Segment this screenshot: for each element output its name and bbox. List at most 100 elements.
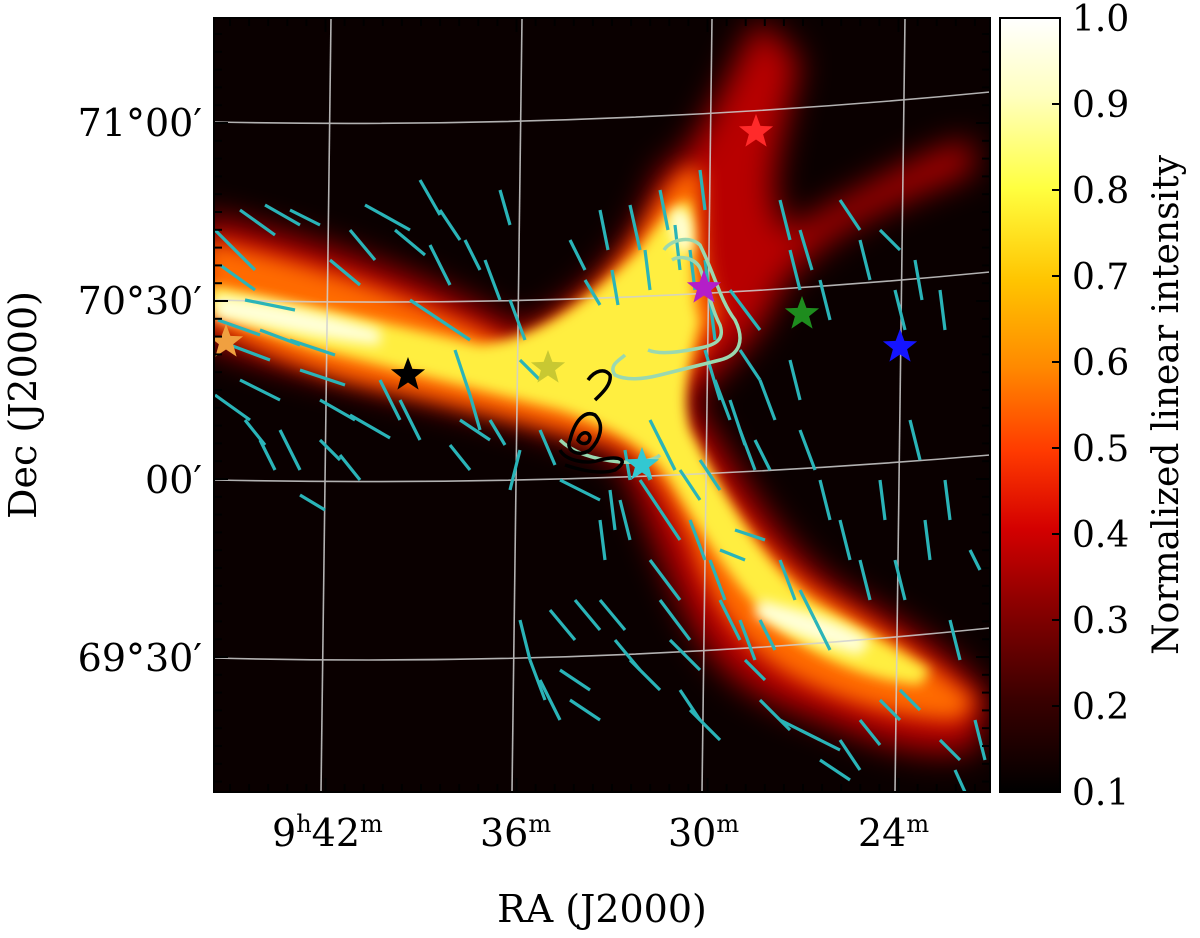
colorbar-tick-label: 0.9 bbox=[1072, 85, 1129, 126]
colorbar-tick-label: 0.1 bbox=[1072, 773, 1129, 814]
polarization-vector bbox=[569, 698, 601, 722]
polarization-vector bbox=[719, 548, 746, 562]
polarization-vector bbox=[348, 228, 377, 262]
polarization-vector bbox=[878, 228, 902, 252]
polarization-vector bbox=[743, 658, 767, 682]
polarization-vector bbox=[788, 359, 802, 401]
polarization-vector bbox=[378, 379, 402, 421]
polarization-vector bbox=[703, 349, 722, 401]
polarization-vector bbox=[393, 228, 427, 257]
polarization-vector bbox=[698, 169, 707, 211]
polarization-vector bbox=[349, 413, 391, 440]
polarization-vector bbox=[678, 469, 702, 501]
y-tick-label: 71°00′ bbox=[78, 101, 202, 145]
cyan-star bbox=[624, 447, 660, 480]
polarization-vector bbox=[713, 379, 732, 421]
contour-black-4 bbox=[576, 431, 592, 446]
x-tick-label: 30m bbox=[668, 810, 739, 855]
polarization-vector bbox=[610, 269, 620, 306]
polarization-vector bbox=[658, 189, 670, 231]
x-tick-label: 9h42m bbox=[272, 810, 383, 855]
red-star bbox=[738, 114, 774, 147]
polarization-vector bbox=[819, 758, 851, 782]
colorbar-title: Normalized linear intensity bbox=[1146, 154, 1187, 655]
polarization-vector bbox=[428, 244, 452, 286]
x-tick-labels: 9h42m 36m 30m 24m bbox=[272, 810, 929, 855]
polarization-vector bbox=[738, 429, 757, 471]
polarization-vector bbox=[289, 338, 336, 357]
polarization-vector bbox=[688, 708, 722, 742]
contour-black-2 bbox=[567, 412, 603, 455]
colorbar-ticks bbox=[1052, 17, 1060, 793]
star-markers bbox=[214, 114, 918, 480]
y-axis-title: Dec (J2000) bbox=[1, 291, 45, 519]
polarization-vector bbox=[858, 559, 872, 601]
polarization-vector bbox=[953, 769, 967, 792]
polarization-vector bbox=[798, 589, 817, 621]
x-tick-label: 36m bbox=[480, 810, 551, 855]
polarization-vector bbox=[573, 598, 602, 632]
polarization-vector bbox=[217, 318, 261, 337]
polarization-vector bbox=[453, 349, 472, 396]
polarization-vector bbox=[618, 499, 632, 541]
polarization-vector bbox=[973, 719, 987, 761]
polarization-vector bbox=[258, 439, 277, 471]
polarization-vector bbox=[838, 739, 862, 771]
magenta-star bbox=[686, 270, 722, 303]
polarization-vector bbox=[318, 438, 342, 462]
y-tick-label: 70°30′ bbox=[78, 279, 202, 323]
polarization-vector bbox=[738, 619, 757, 661]
polarization-vector bbox=[628, 204, 642, 251]
polarization-vector bbox=[508, 299, 527, 341]
polarization-vector bbox=[638, 479, 662, 511]
y-tick-label: 69°30′ bbox=[78, 636, 202, 680]
polarization-vector bbox=[698, 459, 722, 491]
colorbar-tick-label: 0.7 bbox=[1072, 257, 1129, 298]
polarization-vector bbox=[229, 343, 271, 362]
contours bbox=[558, 237, 742, 474]
map-frame bbox=[213, 17, 991, 793]
orange-star bbox=[214, 324, 244, 357]
polarization-vector bbox=[559, 478, 601, 502]
colorbar-tick-label: 0.2 bbox=[1072, 687, 1129, 728]
polarization-vector bbox=[728, 289, 762, 331]
polarization-vector bbox=[264, 203, 301, 227]
polarization-vector bbox=[628, 658, 662, 692]
polarization-vector bbox=[788, 249, 802, 291]
green-star bbox=[784, 296, 820, 329]
polarization-vector bbox=[598, 209, 610, 251]
polarization-vector bbox=[459, 418, 491, 442]
frame-ticks bbox=[214, 18, 990, 792]
polarization-vector bbox=[758, 379, 777, 421]
polarization-vector bbox=[328, 258, 362, 287]
polarization-vector bbox=[239, 208, 276, 237]
polarization-vector bbox=[898, 688, 922, 712]
polarization-vector bbox=[878, 698, 902, 722]
contour-black-3 bbox=[558, 449, 624, 474]
polarization-vector bbox=[439, 318, 471, 342]
polarization-vector bbox=[463, 239, 482, 271]
polarization-vector bbox=[538, 429, 557, 466]
polarization-vector bbox=[758, 619, 777, 651]
polarization-vector bbox=[878, 479, 887, 521]
polarization-vector bbox=[548, 608, 577, 642]
polarization-vector bbox=[734, 528, 766, 542]
polarization-vector bbox=[658, 439, 677, 471]
polarization-vector bbox=[498, 189, 512, 226]
polarization-vector bbox=[278, 429, 302, 471]
polarization-vector bbox=[908, 419, 922, 461]
polarization-vector bbox=[799, 728, 841, 752]
polarization-vector bbox=[289, 208, 321, 227]
colorbar-tick-label: 1.0 bbox=[1072, 0, 1129, 40]
polarization-vector bbox=[448, 444, 472, 471]
polarization-vector bbox=[299, 493, 326, 512]
polarization-vector bbox=[708, 559, 727, 601]
polarization-vector bbox=[738, 349, 762, 381]
polarization-vector bbox=[838, 199, 862, 231]
colorbar bbox=[999, 17, 1061, 793]
polarization-vector bbox=[938, 738, 962, 762]
polarization-vector bbox=[718, 599, 742, 641]
contour-black-1 bbox=[586, 369, 612, 402]
polarization-vector bbox=[858, 719, 882, 746]
colorbar-tick-label: 0.8 bbox=[1072, 171, 1129, 212]
